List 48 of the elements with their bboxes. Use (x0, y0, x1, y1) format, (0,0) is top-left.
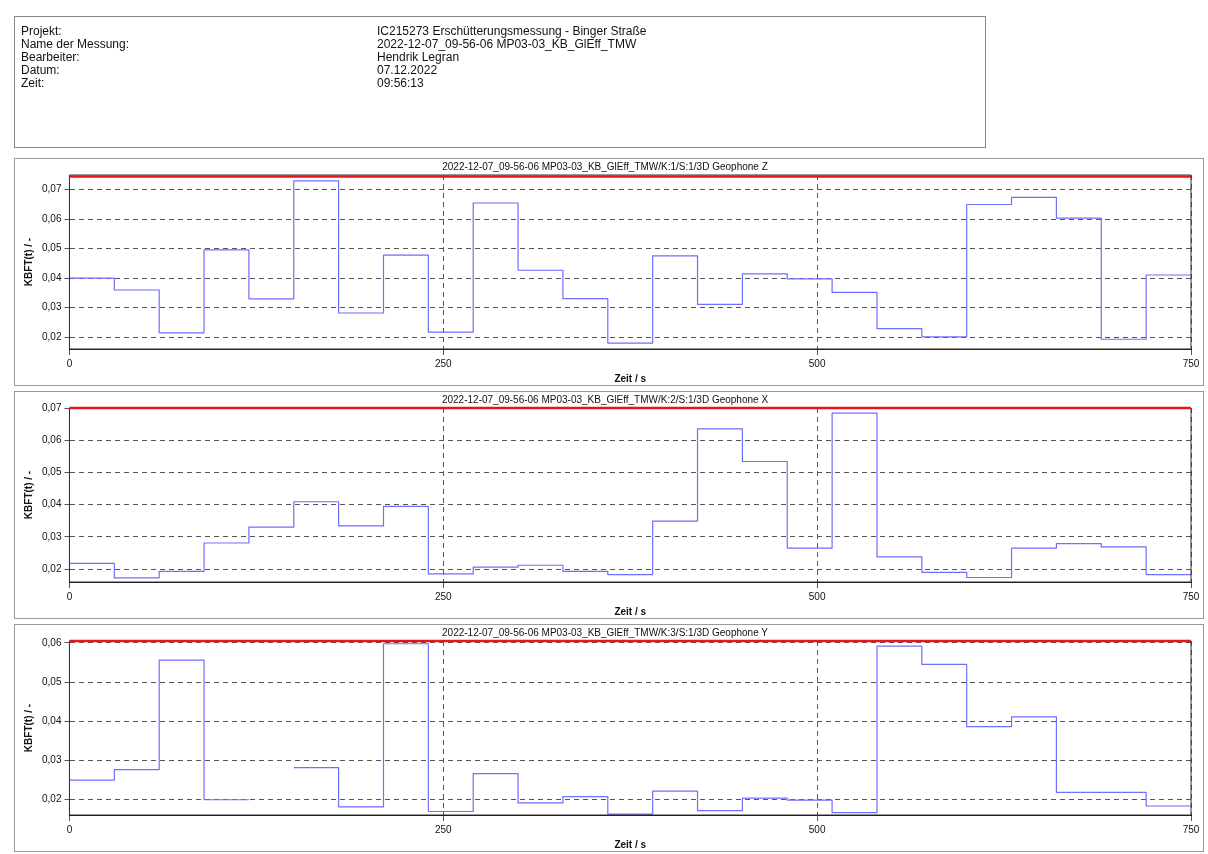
text: 09:56:13 (377, 76, 425, 90)
x-axis-title: Zeit / s (614, 372, 647, 384)
x-tick-label: 750 (1182, 590, 1200, 602)
chart-title: 2022-12-07_09-56-06 MP03-03_KB_GlEff_TMW/K:2/S:1/3D Geophone X (441, 393, 769, 405)
y-axis-title: KBFT(t) / - (22, 703, 34, 753)
x-axis-title: Zeit / s (614, 605, 647, 617)
y-axis-title: KBFT(t) / - (22, 237, 34, 287)
y-tick-label: 0,05 (41, 242, 62, 254)
y-tick-label: 0,07 (41, 401, 62, 413)
x-tick-label: 0 (66, 823, 73, 835)
text: Datum: (21, 63, 61, 77)
text: IC215273 Erschütterungsmessung - Binger Straße (377, 24, 648, 38)
text: 07.12.2022 (377, 63, 438, 77)
x-tick-label: 250 (434, 823, 453, 835)
y-tick-label: 0,04 (41, 714, 62, 726)
x-axis-title: Zeit / s (614, 838, 647, 850)
y-tick-label: 0,06 (41, 433, 62, 445)
text: Hendrik Legran (377, 50, 460, 64)
y-tick-label: 0,06 (41, 636, 62, 648)
y-tick-label: 0,04 (41, 498, 62, 510)
text: Projekt: (21, 24, 63, 38)
y-tick-label: 0,05 (41, 675, 62, 687)
x-tick-label: 750 (1182, 823, 1200, 835)
x-tick-label: 0 (66, 357, 73, 369)
y-tick-label: 0,02 (41, 330, 62, 342)
x-tick-label: 750 (1182, 357, 1200, 369)
text: Name der Messung: (21, 37, 131, 51)
x-tick-label: 0 (66, 590, 73, 602)
x-tick-label: 250 (434, 590, 453, 602)
x-tick-label: 250 (434, 357, 453, 369)
y-tick-label: 0,04 (41, 271, 62, 283)
y-tick-label: 0,06 (41, 212, 62, 224)
chart-title: 2022-12-07_09-56-06 MP03-03_KB_GlEff_TMW/K:1/S:1/3D Geophone Z (442, 160, 768, 172)
text: 2022-12-07_09-56-06 MP03-03_KB_GlEff_TMW (377, 37, 638, 51)
y-tick-label: 0,02 (41, 793, 62, 805)
y-tick-label: 0,03 (41, 301, 62, 313)
text: Zeit: (21, 76, 46, 90)
y-tick-label: 0,03 (41, 754, 62, 766)
text: Bearbeiter: (21, 50, 80, 64)
x-tick-label: 500 (808, 590, 826, 602)
y-tick-label: 0,05 (41, 466, 62, 478)
y-tick-label: 0,02 (41, 562, 62, 574)
y-tick-label: 0,03 (41, 530, 62, 542)
chart-title: 2022-12-07_09-56-06 MP03-03_KB_GlEff_TMW/K:3/S:1/3D Geophone Y (442, 626, 769, 638)
y-tick-label: 0,07 (41, 183, 62, 195)
x-tick-label: 500 (808, 823, 826, 835)
x-tick-label: 500 (808, 357, 826, 369)
y-axis-title: KBFT(t) / - (22, 470, 34, 520)
